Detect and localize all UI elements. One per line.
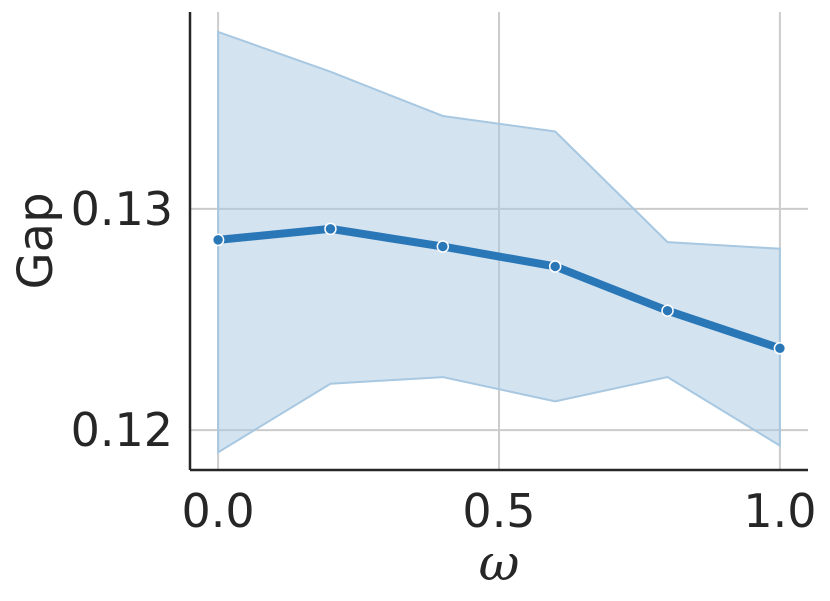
- confidence-band: [217, 30, 781, 455]
- x-tick-label: 1.0: [743, 484, 816, 538]
- y-axis-label: Gap: [8, 192, 64, 289]
- data-point: [211, 233, 225, 247]
- x-axis-label: ω: [479, 534, 520, 592]
- data-point: [773, 342, 787, 355]
- data-point: [324, 222, 337, 236]
- y-tick-label: 0.13: [71, 182, 173, 236]
- data-markers: [211, 222, 787, 355]
- data-point: [661, 304, 674, 317]
- x-tick-label: 0.5: [462, 484, 535, 538]
- axes: [188, 12, 808, 472]
- series-line: [214, 224, 784, 353]
- y-tick-label: 0.12: [71, 403, 173, 457]
- data-point: [548, 260, 562, 273]
- x-tick-labels: 0.0 0.5 1.0: [182, 484, 817, 538]
- data-point: [436, 240, 450, 253]
- y-tick-labels: 0.12 0.13: [71, 182, 173, 457]
- x-tick-label: 0.0: [182, 484, 255, 538]
